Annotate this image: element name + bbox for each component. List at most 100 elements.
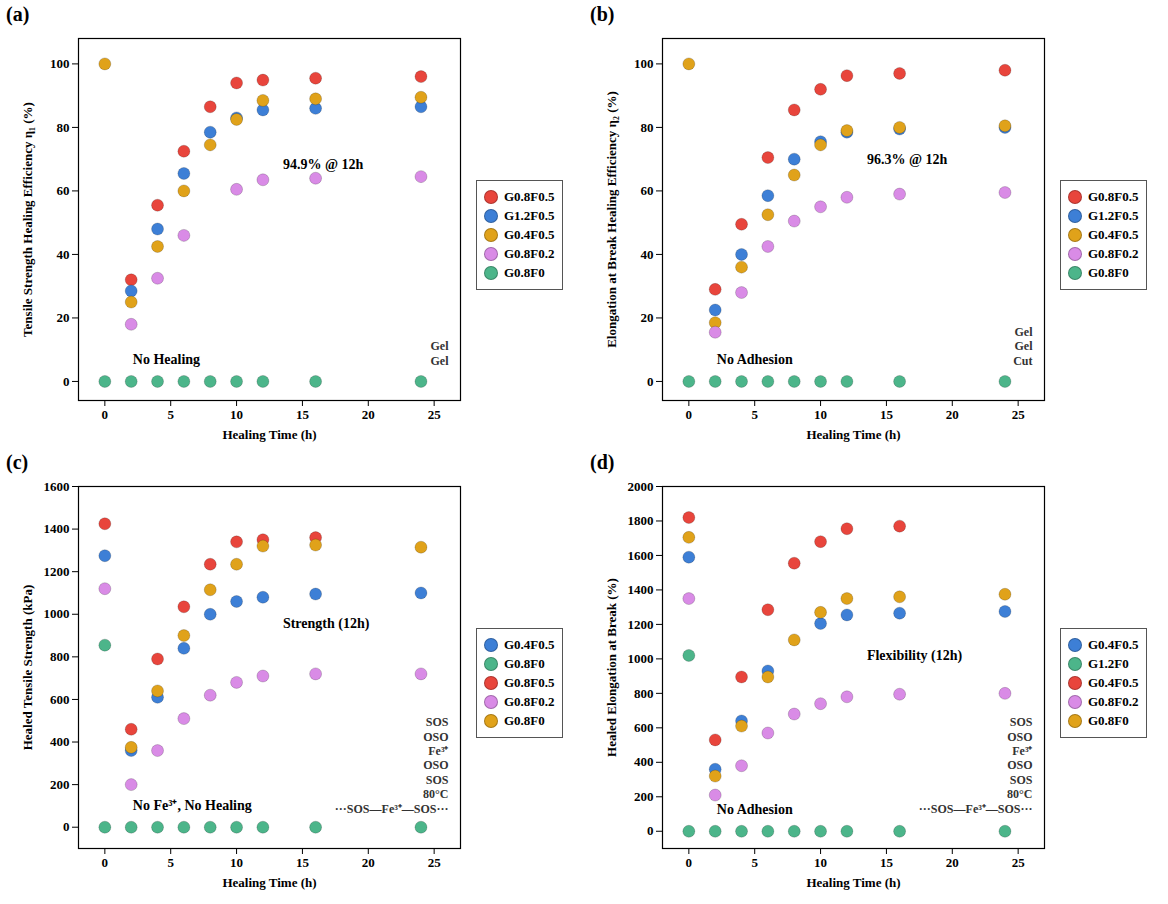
html-text:G0.8F0: G0.8F0 xyxy=(1088,265,1129,280)
svg-text:94.9% @ 12h: 94.9% @ 12h xyxy=(283,157,364,172)
svg-text:10: 10 xyxy=(814,407,827,422)
svg-text:80: 80 xyxy=(57,120,70,135)
svg-text:No Adhesion: No Adhesion xyxy=(717,802,793,817)
svg-text:Flexibility (12h): Flexibility (12h) xyxy=(867,648,963,664)
html-text:(b): (b) xyxy=(590,3,615,25)
svg-text:5: 5 xyxy=(751,407,758,422)
svg-text:1600: 1600 xyxy=(628,548,654,563)
html-text:G0.8F0.2: G0.8F0.2 xyxy=(504,246,555,261)
svg-text:20: 20 xyxy=(946,407,959,422)
svg-text:GelGelCut: GelGelCut xyxy=(1013,325,1033,368)
svg-text:5: 5 xyxy=(751,855,758,870)
svg-text:1400: 1400 xyxy=(44,521,70,536)
html-text:G0.8F0.5: G0.8F0.5 xyxy=(504,675,555,690)
svg-text:20: 20 xyxy=(641,310,654,325)
html-text:G1.2F0.5: G1.2F0.5 xyxy=(1088,208,1139,223)
svg-text:1200: 1200 xyxy=(44,564,70,579)
html-text:(a): (a) xyxy=(6,3,30,25)
svg-text:40: 40 xyxy=(57,247,70,262)
svg-text:0: 0 xyxy=(102,855,109,870)
html-text:G0.8F0.2: G0.8F0.2 xyxy=(1088,246,1139,261)
html-text:G0.8F0: G0.8F0 xyxy=(1088,713,1129,728)
svg-text:Healing Time (h): Healing Time (h) xyxy=(806,875,900,890)
html-text:G0.4F0.5: G0.4F0.5 xyxy=(1088,637,1139,652)
svg-text:20: 20 xyxy=(57,310,70,325)
html-text:G1.2F0: G1.2F0 xyxy=(1088,656,1129,671)
svg-text:10: 10 xyxy=(230,407,243,422)
svg-text:Strength (12h): Strength (12h) xyxy=(283,616,370,632)
svg-text:15: 15 xyxy=(296,407,310,422)
svg-text:25: 25 xyxy=(1012,407,1026,422)
svg-text:Healing Time (h): Healing Time (h) xyxy=(222,875,316,890)
svg-text:60: 60 xyxy=(641,183,654,198)
svg-text:400: 400 xyxy=(50,734,70,749)
svg-text:100: 100 xyxy=(634,56,654,71)
html-text:G1.2F0.5: G1.2F0.5 xyxy=(504,208,555,223)
svg-text:10: 10 xyxy=(814,855,827,870)
svg-text:Tensile Strength Healing Effic: Tensile Strength Healing Efficiency η₁ (… xyxy=(20,102,35,337)
svg-text:96.3% @ 12h: 96.3% @ 12h xyxy=(867,152,948,167)
svg-text:SOSOSOFe³⁺OSOSOS80°C···SOS—Fe³: SOSOSOFe³⁺OSOSOS80°C···SOS—Fe³⁺—SOS··· xyxy=(335,715,449,815)
svg-text:Healing Time (h): Healing Time (h) xyxy=(222,427,316,442)
svg-text:100: 100 xyxy=(50,56,70,71)
svg-text:0: 0 xyxy=(102,407,109,422)
svg-text:Healed Tensile Strength (kPa): Healed Tensile Strength (kPa) xyxy=(20,585,35,751)
svg-text:25: 25 xyxy=(1012,855,1026,870)
html-text:G0.4F0.5: G0.4F0.5 xyxy=(504,227,555,242)
svg-text:No Healing: No Healing xyxy=(133,352,200,367)
svg-text:1000: 1000 xyxy=(44,606,70,621)
svg-text:80: 80 xyxy=(641,120,654,135)
svg-text:20: 20 xyxy=(946,855,959,870)
html-text:G0.8F0.2: G0.8F0.2 xyxy=(504,694,555,709)
svg-text:1600: 1600 xyxy=(44,479,70,494)
html-text:G0.4F0.5: G0.4F0.5 xyxy=(504,637,555,652)
html-text:G0.8F0: G0.8F0 xyxy=(504,265,545,280)
svg-text:200: 200 xyxy=(634,789,654,804)
svg-text:400: 400 xyxy=(634,754,654,769)
svg-text:Healed Elongation at Break (%): Healed Elongation at Break (%) xyxy=(604,578,619,757)
html-text:(d): (d) xyxy=(590,451,615,473)
svg-text:0: 0 xyxy=(686,855,693,870)
svg-text:10: 10 xyxy=(230,855,243,870)
svg-text:Healing Time (h): Healing Time (h) xyxy=(806,427,900,442)
svg-text:1000: 1000 xyxy=(628,651,654,666)
html-text:(c): (c) xyxy=(6,451,29,473)
svg-text:1200: 1200 xyxy=(628,617,654,632)
svg-text:SOSOSOFe³⁺OSOSOS80°C···SOS—Fe³: SOSOSOFe³⁺OSOSOS80°C···SOS—Fe³⁺—SOS··· xyxy=(919,715,1033,815)
svg-text:600: 600 xyxy=(50,692,70,707)
html-text:G0.4F0.5: G0.4F0.5 xyxy=(1088,227,1139,242)
svg-text:5: 5 xyxy=(167,407,174,422)
svg-text:0: 0 xyxy=(686,407,693,422)
svg-text:1400: 1400 xyxy=(628,582,654,597)
svg-text:GelGel: GelGel xyxy=(431,339,450,367)
svg-text:15: 15 xyxy=(880,855,894,870)
svg-text:0: 0 xyxy=(63,374,70,389)
svg-text:25: 25 xyxy=(428,855,442,870)
svg-text:No Adhesion: No Adhesion xyxy=(717,352,793,367)
svg-text:200: 200 xyxy=(50,777,70,792)
svg-text:Elongation at Break Healing Ef: Elongation at Break Healing Efficiency η… xyxy=(604,91,619,348)
html-text:G0.8F0.5: G0.8F0.5 xyxy=(1088,189,1139,204)
html-text:G0.8F0: G0.8F0 xyxy=(504,656,545,671)
svg-text:20: 20 xyxy=(362,407,375,422)
svg-text:0: 0 xyxy=(647,374,654,389)
html-text:G0.8F0: G0.8F0 xyxy=(504,713,545,728)
svg-text:0: 0 xyxy=(647,823,654,838)
svg-text:40: 40 xyxy=(641,247,654,262)
svg-text:800: 800 xyxy=(50,649,70,664)
svg-text:20: 20 xyxy=(362,855,375,870)
svg-text:15: 15 xyxy=(880,407,894,422)
svg-text:5: 5 xyxy=(167,855,174,870)
svg-text:1800: 1800 xyxy=(628,513,654,528)
svg-text:800: 800 xyxy=(634,686,654,701)
svg-text:60: 60 xyxy=(57,183,70,198)
html-text:G0.4F0.5: G0.4F0.5 xyxy=(1088,675,1139,690)
svg-text:25: 25 xyxy=(428,407,442,422)
svg-text:0: 0 xyxy=(63,819,70,834)
svg-text:15: 15 xyxy=(296,855,310,870)
svg-text:2000: 2000 xyxy=(628,479,654,494)
html-text:G0.8F0.5: G0.8F0.5 xyxy=(504,189,555,204)
svg-text:No Fe³⁺, No Healing: No Fe³⁺, No Healing xyxy=(133,798,252,813)
svg-text:600: 600 xyxy=(634,720,654,735)
html-text:G0.8F0.2: G0.8F0.2 xyxy=(1088,694,1139,709)
